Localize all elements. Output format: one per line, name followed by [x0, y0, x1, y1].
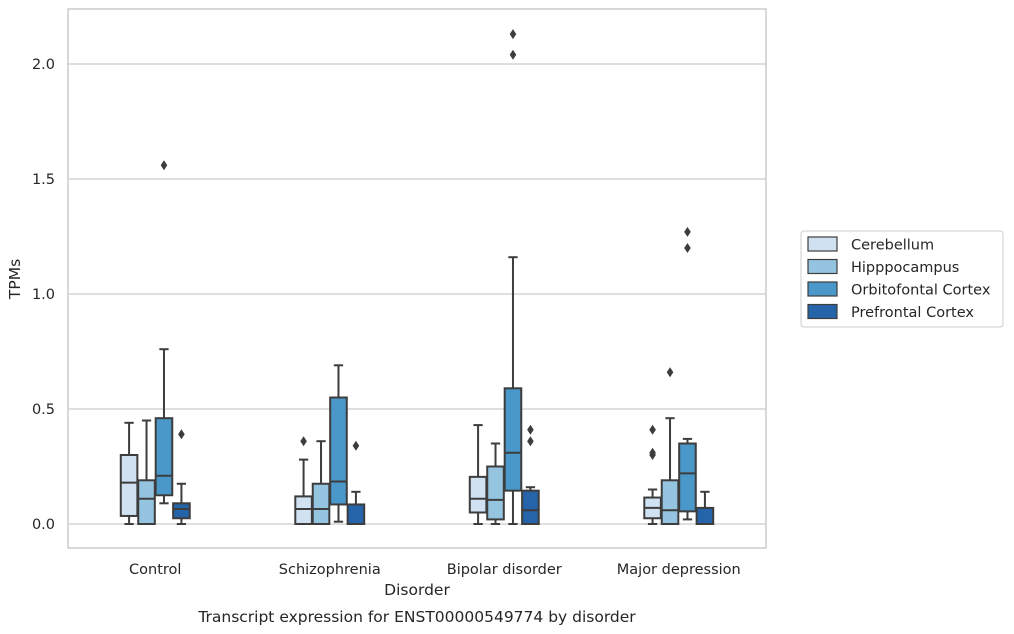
- y-tick-label: 0.0: [32, 517, 55, 533]
- outlier-point: [509, 29, 517, 40]
- outlier-point: [160, 160, 168, 171]
- boxes: [119, 29, 715, 526]
- box-orbitofontal-cortex: [503, 29, 523, 525]
- box-hipppocampus: [660, 367, 680, 525]
- box-prefrontal-cortex: [695, 490, 715, 525]
- outlier-point: [649, 424, 656, 435]
- y-axis-label: TPMs: [6, 259, 24, 300]
- box-body: [678, 442, 697, 513]
- x-tick-labels: Control Schizophrenia Bipolar disorder Majo…: [129, 562, 741, 578]
- y-tick-labels: 0.0 0.5 1.0 1.5 2.0: [32, 57, 55, 533]
- x-tick-label: Bipolar disorder: [447, 562, 562, 578]
- box-body: [503, 387, 523, 492]
- legend-swatch: [807, 236, 838, 252]
- legend-label: Cerebellum: [851, 238, 934, 254]
- x-tick-label: Major depression: [617, 562, 741, 578]
- x-axis-label: Disorder: [384, 581, 450, 599]
- box-cerebellum: [468, 424, 488, 525]
- outlier-point: [684, 243, 691, 253]
- x-tick-label: Schizophrenia: [279, 562, 381, 578]
- box-prefrontal-cortex: [346, 440, 366, 526]
- y-tick-label: 0.5: [32, 402, 55, 418]
- outlier-point: [178, 429, 185, 440]
- box-hipppocampus: [137, 419, 156, 525]
- box-hipppocampus: [486, 442, 505, 525]
- legend-label: Orbitofontal Cortex: [851, 283, 991, 299]
- box-body: [660, 479, 680, 525]
- outlier-point: [527, 424, 534, 435]
- outlier-point: [649, 447, 656, 458]
- box-orbitofontal-cortex: [154, 160, 174, 505]
- legend-label: Prefrontal Cortex: [851, 305, 974, 321]
- box-orbitofontal-cortex: [678, 226, 697, 521]
- legend-frame: [800, 230, 1004, 328]
- outlier-point: [666, 367, 674, 378]
- box-body: [468, 475, 488, 514]
- box-body: [329, 396, 348, 506]
- box-body: [172, 502, 191, 520]
- outlier-point: [300, 436, 307, 447]
- legend-label: Hipppocampus: [851, 260, 959, 276]
- legend-swatch: [807, 258, 838, 275]
- legend-swatch: [807, 281, 838, 297]
- outlier-point: [684, 226, 691, 237]
- box-prefrontal-cortex: [172, 429, 191, 525]
- y-tick-label: 1.5: [32, 172, 55, 188]
- outlier-point: [509, 49, 517, 60]
- box-body: [137, 479, 156, 525]
- y-tick-label: 1.0: [32, 287, 55, 303]
- box-cerebellum: [294, 436, 313, 525]
- box-body: [154, 417, 174, 497]
- box-body: [346, 503, 366, 526]
- box-body: [695, 506, 715, 525]
- x-tick-label: Control: [129, 562, 181, 578]
- box-hipppocampus: [311, 440, 331, 525]
- chart-caption: Transcript expression for ENST0000054977…: [197, 608, 636, 626]
- box-body: [119, 454, 139, 517]
- box-orbitofontal-cortex: [329, 364, 348, 523]
- box-cerebellum: [119, 421, 139, 525]
- y-tick-label: 2.0: [32, 57, 55, 73]
- box-cerebellum: [643, 424, 662, 525]
- outlier-point: [527, 436, 534, 447]
- box-prefrontal-cortex: [521, 424, 540, 525]
- box-body: [486, 465, 505, 521]
- box-body: [521, 489, 540, 525]
- plot-frame: [67, 8, 767, 549]
- box-body: [311, 482, 331, 525]
- legend-swatch: [807, 303, 838, 320]
- outlier-point: [352, 440, 360, 451]
- legend: Cerebellum Hipppocampus Orbitofontal Corte…: [800, 230, 1004, 328]
- box-body: [294, 495, 313, 525]
